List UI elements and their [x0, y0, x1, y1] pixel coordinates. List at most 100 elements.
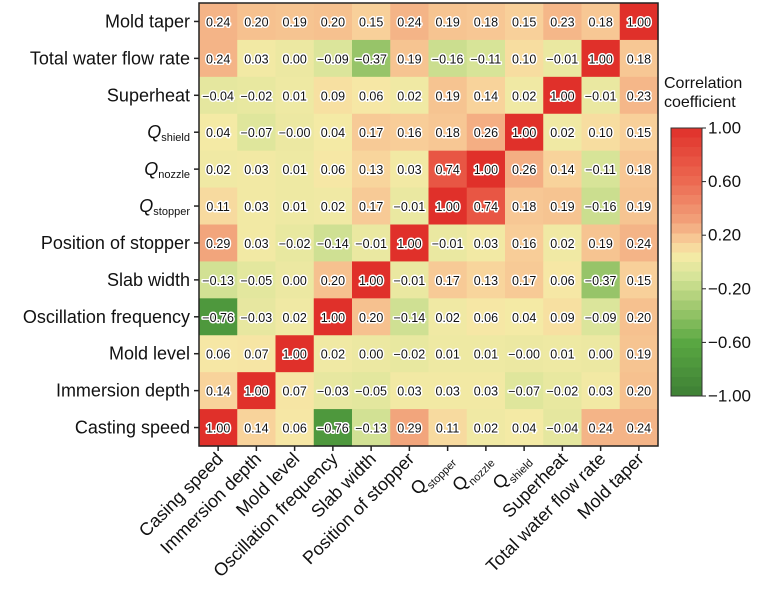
- y-tick-label: Qstopper: [139, 196, 190, 218]
- heatmap-cell: [505, 409, 544, 447]
- cell-value-label: 0.03: [244, 237, 268, 251]
- cell-value-label: 0.06: [282, 422, 306, 436]
- heatmap-cell: [352, 261, 391, 299]
- cell-value-label: 0.24: [627, 237, 651, 251]
- cell-value-label: 0.20: [359, 311, 383, 325]
- heatmap-cell: [581, 39, 621, 78]
- heatmap-cell: [619, 3, 659, 41]
- cell-value-label: 1.00: [359, 274, 383, 288]
- heatmap-cell: [466, 298, 506, 336]
- colorbar-tick-label: 0.20: [708, 226, 741, 245]
- cell-value-label: 0.16: [512, 237, 536, 251]
- y-tick-label: Oscillation frequency: [23, 307, 190, 327]
- heatmap-cell: [466, 224, 506, 263]
- cell-value-label: −0.02: [279, 237, 311, 251]
- cell-value-label: 0.19: [550, 200, 574, 214]
- heatmap-cell: [505, 335, 544, 373]
- heatmap-cell: [275, 76, 315, 115]
- cell-value-label: 0.02: [550, 126, 574, 140]
- heatmap-cell: [543, 113, 583, 152]
- heatmap-cell: [390, 335, 430, 373]
- cell-value-label: 0.00: [282, 52, 306, 66]
- heatmap-cell: [466, 3, 506, 41]
- heatmap-cell: [428, 76, 468, 115]
- cell-value-label: 0.26: [512, 163, 536, 177]
- cell-value-label: 0.15: [627, 126, 651, 140]
- heatmap-cell: [199, 409, 238, 447]
- heatmap-cell: [466, 39, 506, 78]
- heatmap-cell: [237, 298, 277, 336]
- cell-value-label: 0.15: [512, 15, 536, 29]
- cell-value-label: 0.18: [474, 15, 498, 29]
- heatmap-cell: [428, 224, 468, 263]
- heatmap-cell: [505, 39, 544, 78]
- cell-value-label: −0.16: [585, 200, 617, 214]
- cell-value-label: −0.09: [585, 311, 617, 325]
- heatmap-cell: [275, 298, 315, 336]
- cell-value-label: −0.03: [317, 385, 349, 399]
- cell-value-label: 0.00: [588, 348, 612, 362]
- cell-value-label: 1.00: [627, 15, 651, 29]
- heatmap-cell: [275, 3, 315, 41]
- heatmap-cell: [619, 409, 659, 447]
- heatmap-cell: [543, 150, 583, 189]
- cell-value-label: −0.01: [585, 89, 617, 103]
- heatmap-cell: [352, 187, 391, 226]
- heatmap-cell: [390, 409, 430, 447]
- cell-value-label: 1.00: [512, 126, 536, 140]
- heatmap-cell: [581, 187, 621, 226]
- cell-value-label: −0.37: [585, 274, 617, 288]
- cell-value-label: −0.13: [202, 274, 234, 288]
- cell-value-label: 0.18: [588, 15, 612, 29]
- cell-value-label: 0.00: [359, 348, 383, 362]
- heatmap-cell: [581, 3, 621, 41]
- cell-value-label: −0.76: [317, 422, 349, 436]
- cell-value-label: 0.11: [206, 200, 229, 214]
- cell-value-label: 0.04: [321, 126, 345, 140]
- cell-value-label: 0.07: [282, 385, 306, 399]
- cell-value-label: −0.14: [394, 311, 426, 325]
- heatmap-cell: [313, 335, 353, 373]
- y-tick-label: Qshield: [147, 122, 190, 144]
- cell-value-label: 0.19: [627, 348, 651, 362]
- cell-value-label: 0.03: [244, 52, 268, 66]
- cell-value-label: 0.24: [588, 422, 612, 436]
- heatmap-cell: [199, 335, 238, 373]
- heatmap-cells: [199, 3, 659, 447]
- cell-value-label: 0.06: [359, 89, 383, 103]
- cell-value-label: 0.18: [627, 163, 651, 177]
- heatmap-cell: [313, 150, 353, 189]
- cell-value-label: −0.01: [394, 200, 426, 214]
- cell-value-label: 0.01: [474, 348, 498, 362]
- cell-value-label: 0.23: [627, 89, 651, 103]
- cell-value-label: 0.06: [206, 348, 230, 362]
- cell-value-label: 0.09: [321, 89, 345, 103]
- cell-value-label: 0.29: [397, 422, 421, 436]
- heatmap-cell: [313, 409, 353, 447]
- cell-value-label: 0.02: [435, 311, 459, 325]
- cell-value-label: 0.19: [435, 15, 459, 29]
- heatmap-cell: [581, 409, 621, 447]
- heatmap-cell: [505, 298, 544, 336]
- heatmap-cell: [466, 261, 506, 299]
- heatmap-cell: [619, 372, 659, 410]
- cell-value-label: 0.19: [397, 52, 421, 66]
- heatmap-cell: [237, 187, 277, 226]
- cell-value-label: 0.02: [512, 89, 536, 103]
- colorbar-legend: Correlation coefficient 1.00 0.60 0.20 −0.2…: [664, 75, 751, 406]
- cell-value-label: 0.23: [550, 15, 574, 29]
- heatmap-cell: [237, 113, 277, 152]
- cell-value-label: 0.20: [321, 274, 345, 288]
- cell-value-label: 0.20: [321, 15, 345, 29]
- cell-value-label: −0.76: [202, 311, 234, 325]
- heatmap-cell: [543, 335, 583, 373]
- cell-value-label: 0.24: [627, 422, 651, 436]
- cell-value-label: 0.03: [588, 385, 612, 399]
- colorbar-tick-label: −0.60: [708, 333, 751, 352]
- heatmap-cell: [313, 113, 353, 152]
- heatmap-cell: [275, 39, 315, 78]
- y-tick-label: Superheat: [107, 85, 190, 105]
- heatmap-cell: [390, 3, 430, 41]
